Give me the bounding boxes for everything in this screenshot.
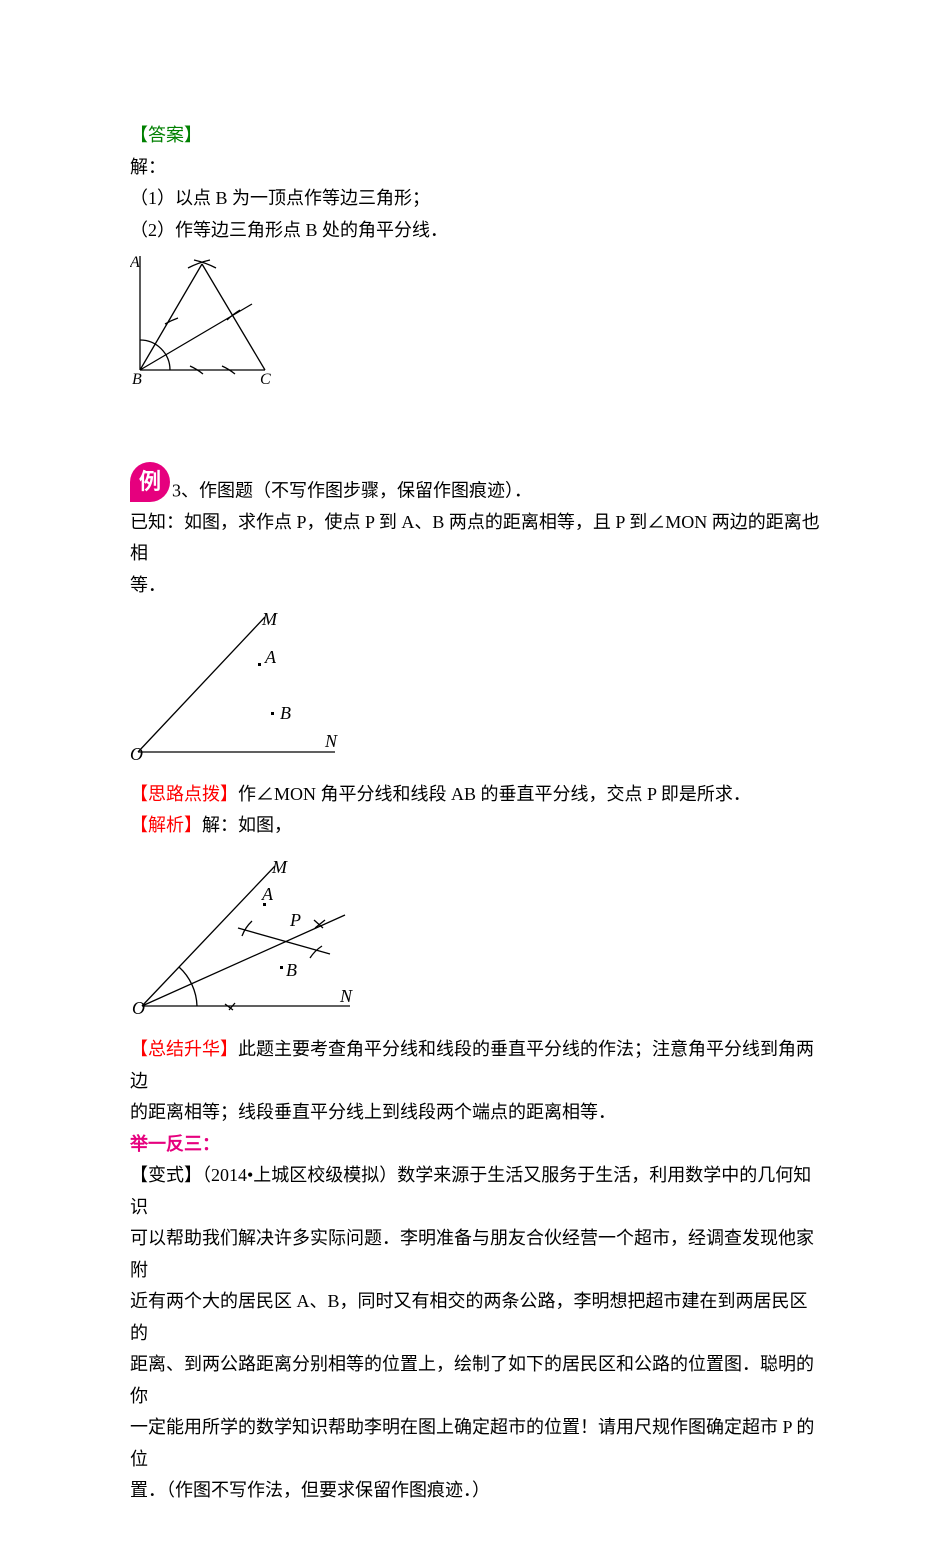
variant-tag: 【变式】 [130, 1165, 202, 1185]
example-badge: 例 [130, 462, 170, 502]
answer-line-1: 解： [130, 152, 820, 184]
example-title: 3、作图题（不写作图步骤，保留作图痕迹）． [172, 480, 532, 500]
analysis-text: 解：如图， [202, 815, 292, 835]
hint-label: 【思路点拨】 [130, 784, 238, 804]
fig2-label-O: O [130, 744, 143, 762]
summary-l1: 【总结升华】此题主要考查角平分线和线段的垂直平分线的作法；注意角平分线到角两边 [130, 1034, 820, 1097]
variant-l1: 【变式】（2014•上城区校级模拟）数学来源于生活又服务于生活，利用数学中的几何… [130, 1160, 820, 1223]
fig3-label-P: P [289, 910, 301, 930]
example-problem-l1: 已知：如图，求作点 P，使点 P 到 A、B 两点的距离相等，且 P 到∠MON… [130, 507, 820, 570]
answer-label-text: 【答案】 [130, 125, 202, 145]
fig3-label-B: B [286, 960, 297, 980]
fig2-label-A: A [264, 647, 277, 667]
analysis-label: 【解析】 [130, 815, 202, 835]
answer-label: 【答案】 [130, 120, 820, 152]
variant-l6: 置．（作图不写作法，但要求保留作图痕迹．） [130, 1475, 820, 1507]
answer-line-3: （2）作等边三角形点 B 处的角平分线． [130, 215, 820, 247]
figure-angle-mon: O M N A B [130, 607, 820, 773]
fig3-label-O: O [132, 998, 145, 1018]
variant-l5: 一定能用所学的数学知识帮助李明在图上确定超市的位置！请用尺规作图确定超市 P 的… [130, 1412, 820, 1475]
variant-l4: 距离、到两公路距离分别相等的位置上，绘制了如下的居民区和公路的位置图．聪明的你 [130, 1349, 820, 1412]
summary-label: 【总结升华】 [130, 1039, 238, 1059]
figure-solution: O M N A B P [130, 848, 820, 1029]
fig1-label-C: C [260, 371, 271, 387]
variant-l3: 近有两个大的居民区 A、B，同时又有相交的两条公路，李明想把超市建在到两居民区的 [130, 1286, 820, 1349]
fig3-label-A: A [261, 884, 274, 904]
hint-text: 作∠MON 角平分线和线段 AB 的垂直平分线，交点 P 即是所求． [238, 784, 751, 804]
hint-line: 【思路点拨】作∠MON 角平分线和线段 AB 的垂直平分线，交点 P 即是所求． [130, 779, 820, 811]
example-problem-l2: 等． [130, 570, 820, 602]
solution-svg: O M N A B P [130, 848, 360, 1018]
fig2-label-M: M [261, 609, 278, 629]
fig3-label-M: M [271, 857, 288, 877]
figure-triangle: A B C [130, 252, 820, 398]
summary-l2: 的距离相等；线段垂直平分线上到线段两个端点的距离相等． [130, 1097, 820, 1129]
angle-mon-svg: O M N A B [130, 607, 345, 762]
variant-l2: 可以帮助我们解决许多实际问题．李明准备与朋友合伙经营一个超市，经调查发现他家附 [130, 1223, 820, 1286]
extend-label-text: 举一反三： [130, 1134, 220, 1154]
triangle-svg: A B C [130, 252, 285, 387]
example-heading: 例3、作图题（不写作图步骤，保留作图痕迹）． [130, 467, 820, 507]
variant-l1-rest: （2014•上城区校级模拟）数学来源于生活又服务于生活，利用数学中的几何知识 [130, 1165, 811, 1217]
fig2-label-B: B [280, 703, 291, 723]
fig1-label-B: B [132, 371, 142, 387]
fig1-label-A: A [130, 254, 140, 271]
analysis-line: 【解析】解：如图， [130, 810, 820, 842]
fig2-label-N: N [324, 731, 338, 751]
answer-line-2: （1）以点 B 为一顶点作等边三角形； [130, 183, 820, 215]
fig3-label-N: N [339, 986, 353, 1006]
extend-label: 举一反三： [130, 1129, 820, 1161]
